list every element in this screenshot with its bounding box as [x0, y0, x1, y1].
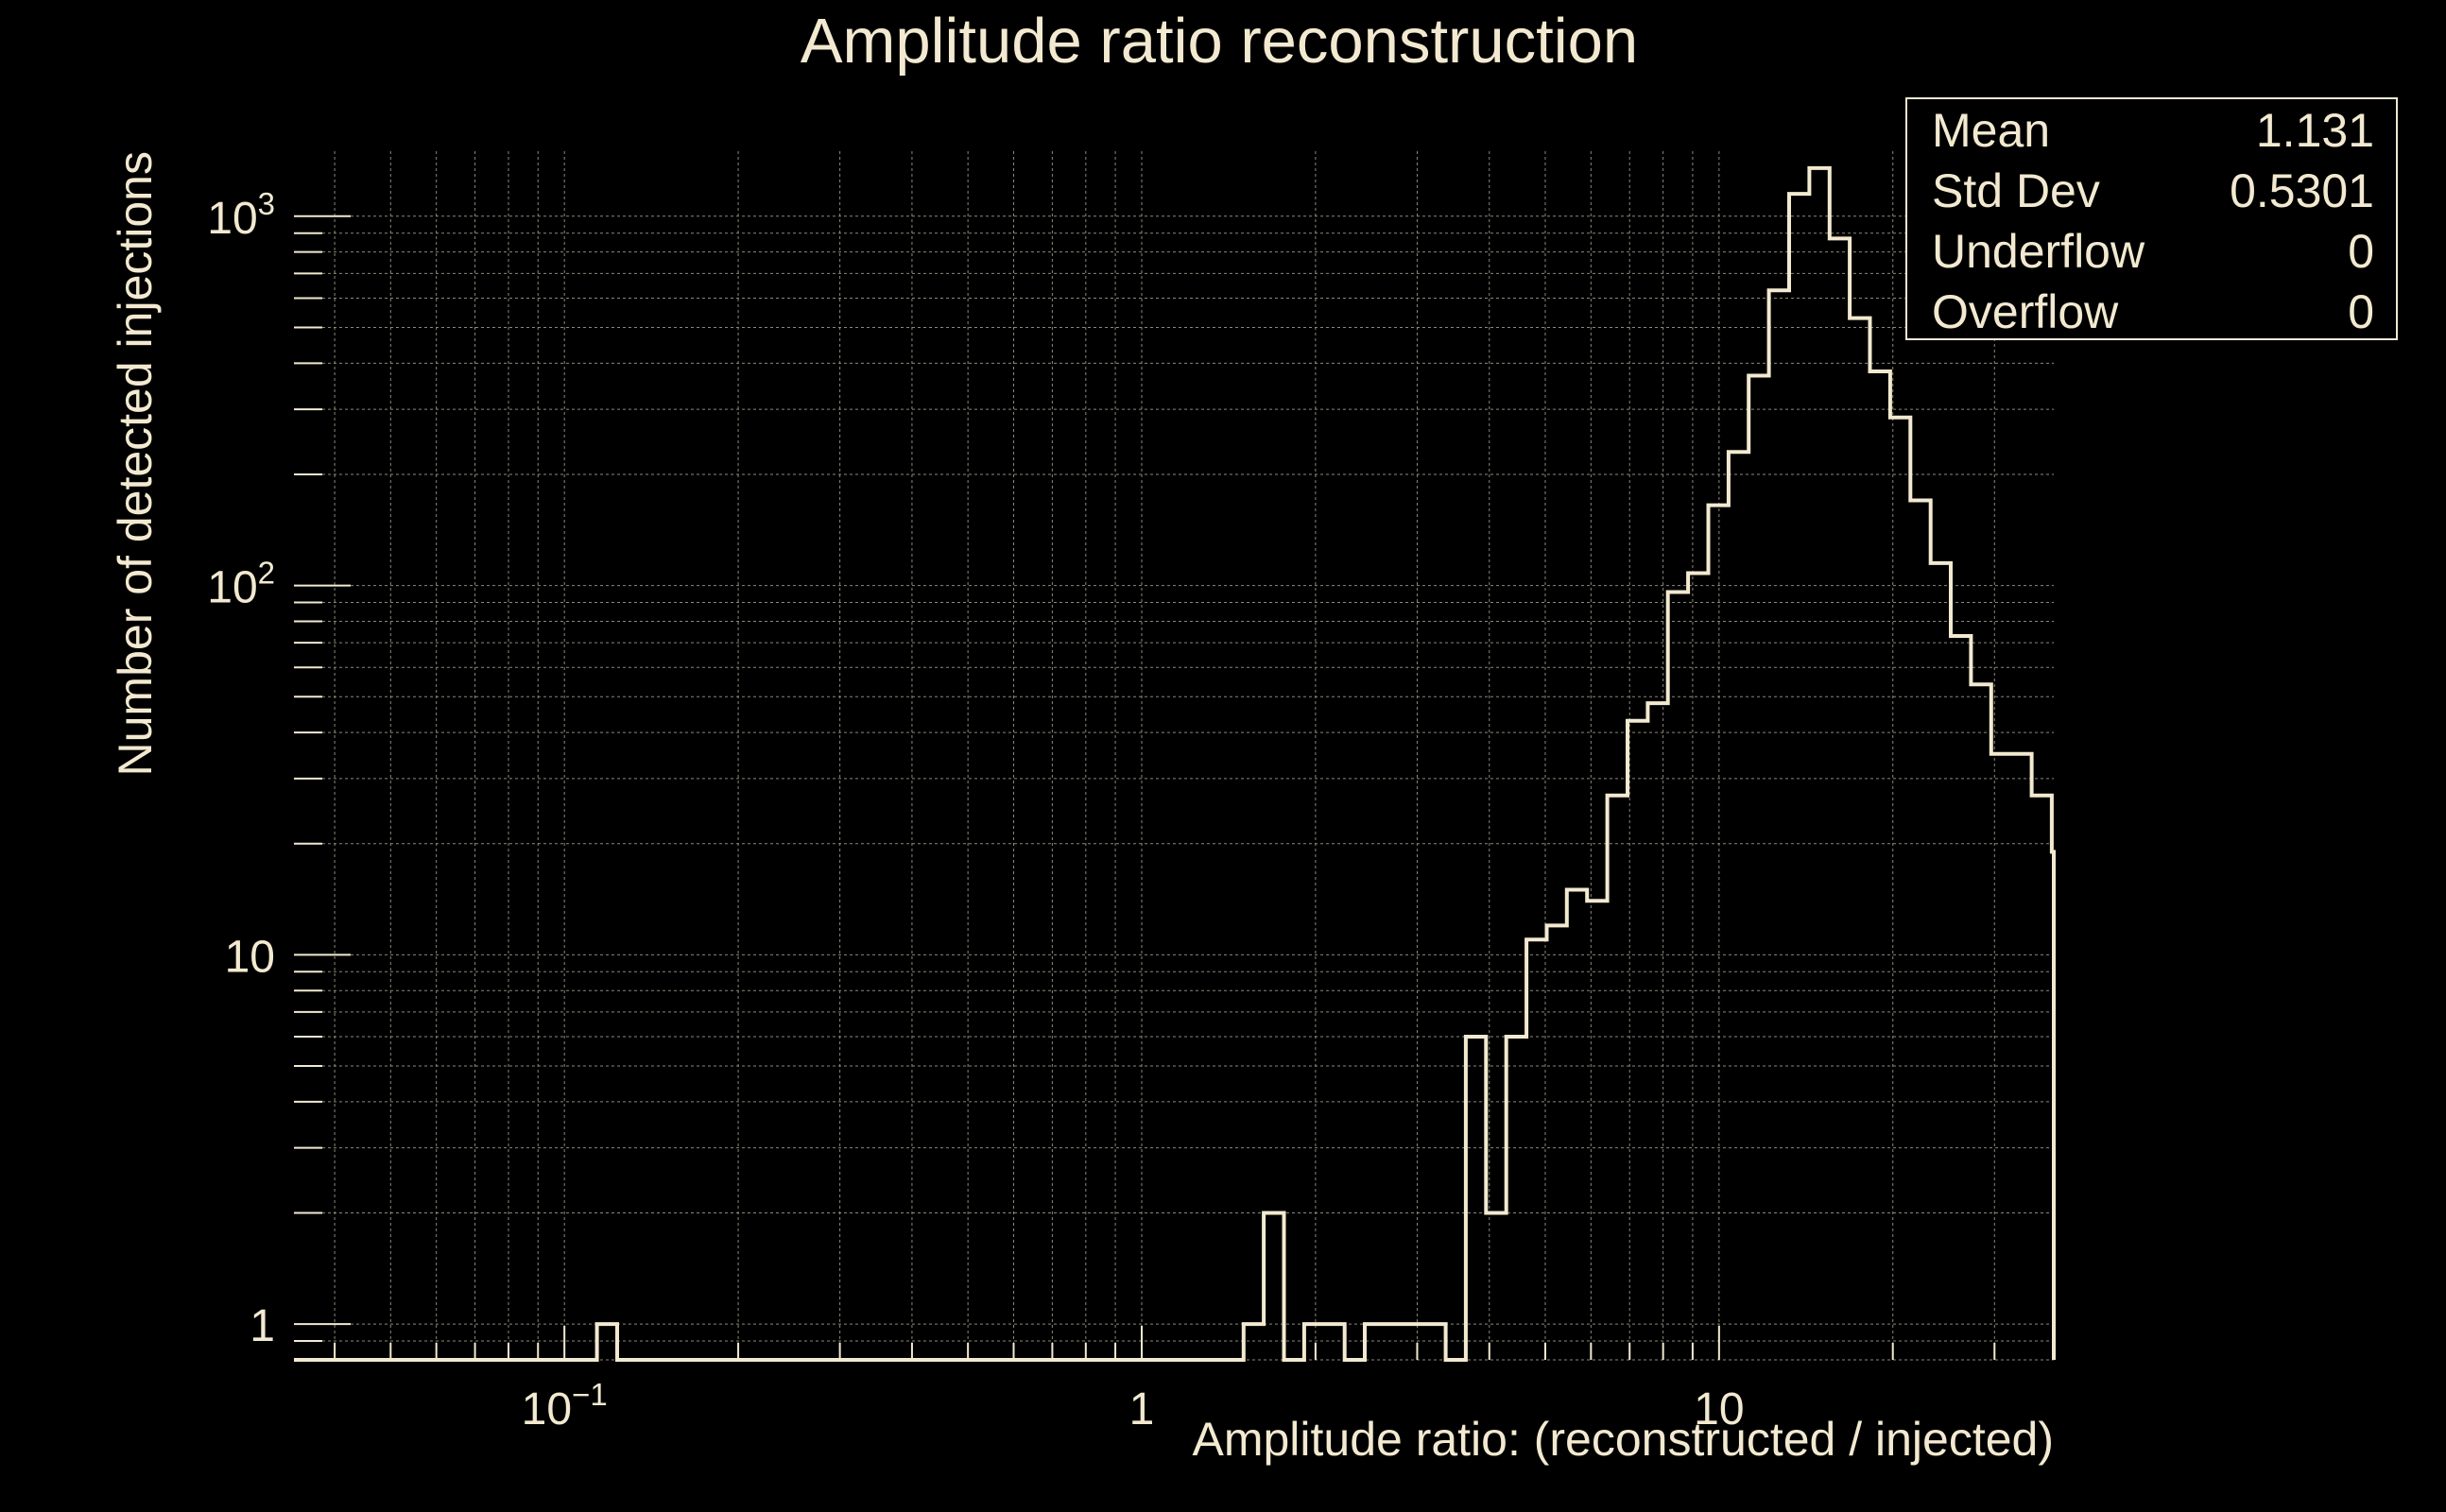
stats-label: Mean [1932, 104, 2050, 157]
stats-box-frame [1905, 97, 2398, 340]
stats-value: 0 [2348, 225, 2374, 278]
grid [294, 151, 2054, 1361]
y-axis-label: Number of detected injections [109, 151, 162, 776]
stats-value: 0.5301 [2230, 164, 2374, 217]
y-tick-label: 103 [207, 186, 275, 244]
axis-ticks [294, 215, 1996, 1361]
x-axis-label: Amplitude ratio: (reconstructed / inject… [1192, 1413, 2054, 1466]
stats-box: Mean 1.131 Std Dev 0.5301 Underflow 0 Overflow… [1905, 97, 2398, 340]
stats-label: Std Dev [1932, 164, 2100, 217]
y-tick-label: 102 [207, 556, 275, 613]
x-tick-label: 10 [1694, 1384, 1744, 1435]
y-tick-label: 10 [225, 932, 275, 982]
stats-value: 1.131 [2256, 104, 2374, 157]
stats-value: 0 [2348, 285, 2374, 338]
tick-labels: 10−1 1 10 1 10 102 103 [207, 186, 1744, 1435]
stats-label: Underflow [1932, 225, 2145, 278]
histogram-series [294, 165, 2056, 1362]
x-tick-label: 1 [1129, 1384, 1155, 1435]
chart-title: Amplitude ratio reconstruction [801, 6, 1638, 77]
stats-label: Overflow [1932, 285, 2119, 338]
x-tick-label: 10−1 [522, 1377, 608, 1435]
y-tick-label: 1 [250, 1301, 275, 1351]
